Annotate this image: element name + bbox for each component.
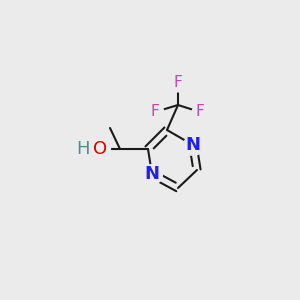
Text: H: H (76, 140, 90, 158)
Text: N: N (185, 136, 200, 154)
Text: F: F (174, 76, 182, 91)
Text: N: N (145, 165, 160, 183)
Text: F: F (151, 104, 159, 119)
Text: F: F (196, 104, 204, 119)
Text: O: O (93, 140, 107, 158)
